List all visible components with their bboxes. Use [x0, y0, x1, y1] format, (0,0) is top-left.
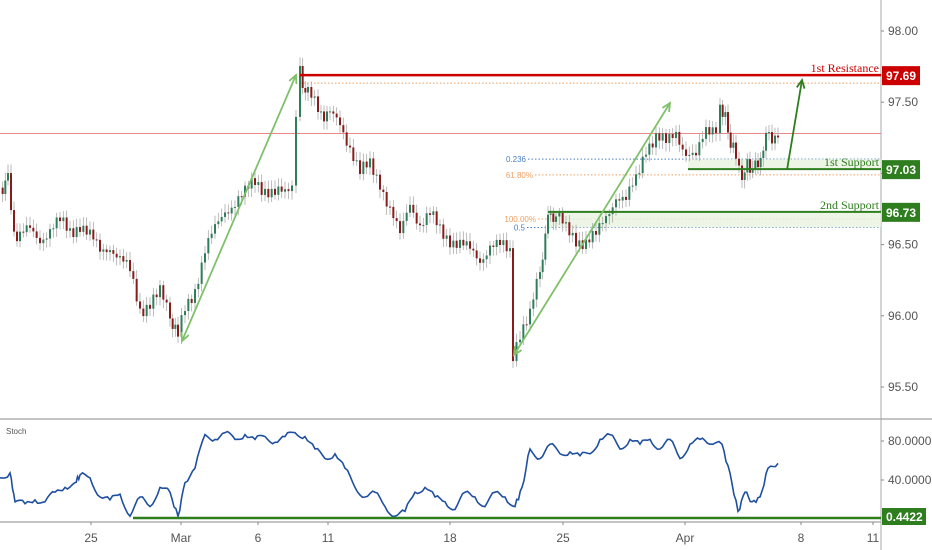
stoch-line — [0, 430, 779, 520]
svg-text:1st Resistance: 1st Resistance — [811, 61, 879, 75]
svg-text:25: 25 — [84, 531, 98, 545]
stoch-title: Stoch — [6, 427, 26, 436]
svg-text:6: 6 — [255, 531, 262, 545]
price-axis[interactable]: 98.0097.5097.0096.5096.0095.5097.6997.03… — [881, 24, 920, 394]
svg-text:95.50: 95.50 — [888, 380, 918, 394]
svg-text:0.5: 0.5 — [514, 224, 526, 233]
svg-text:61.80%: 61.80% — [506, 171, 533, 180]
svg-text:8: 8 — [798, 531, 805, 545]
svg-text:18: 18 — [443, 531, 457, 545]
trend-arrows — [180, 73, 806, 357]
svg-text:0.4422: 0.4422 — [886, 510, 923, 524]
svg-text:96.73: 96.73 — [886, 206, 916, 220]
svg-text:98.00: 98.00 — [888, 24, 918, 38]
svg-text:2nd Support: 2nd Support — [820, 198, 880, 212]
svg-text:40.0000: 40.0000 — [888, 473, 932, 487]
svg-text:Mar: Mar — [171, 531, 192, 545]
svg-text:0.236: 0.236 — [506, 155, 527, 164]
svg-text:11: 11 — [867, 531, 880, 545]
svg-text:97.03: 97.03 — [886, 163, 916, 177]
support-zones — [548, 159, 881, 228]
svg-text:25: 25 — [556, 531, 570, 545]
fibonacci-levels: 0.236 61.80% 100.00%0.5 — [300, 82, 881, 233]
candlestick-series — [1, 57, 779, 368]
svg-text:97.69: 97.69 — [886, 69, 916, 83]
svg-text:96.50: 96.50 — [888, 238, 918, 252]
time-axis[interactable]: 25 Mar 6 11 18 25 Apr 8 11 — [84, 522, 880, 545]
svg-text:Apr: Apr — [676, 531, 695, 545]
svg-text:97.50: 97.50 — [888, 95, 918, 109]
svg-text:80.0000: 80.0000 — [888, 434, 932, 448]
svg-text:1st Support: 1st Support — [824, 155, 880, 169]
key-levels: 1st Resistance 1st Support 2nd Support — [300, 61, 881, 213]
svg-text:11: 11 — [322, 531, 335, 545]
svg-text:100.00%: 100.00% — [504, 215, 536, 224]
stoch-axis[interactable]: 80.0000 40.0000 0.4422 — [881, 434, 932, 525]
svg-text:96.00: 96.00 — [888, 309, 918, 323]
